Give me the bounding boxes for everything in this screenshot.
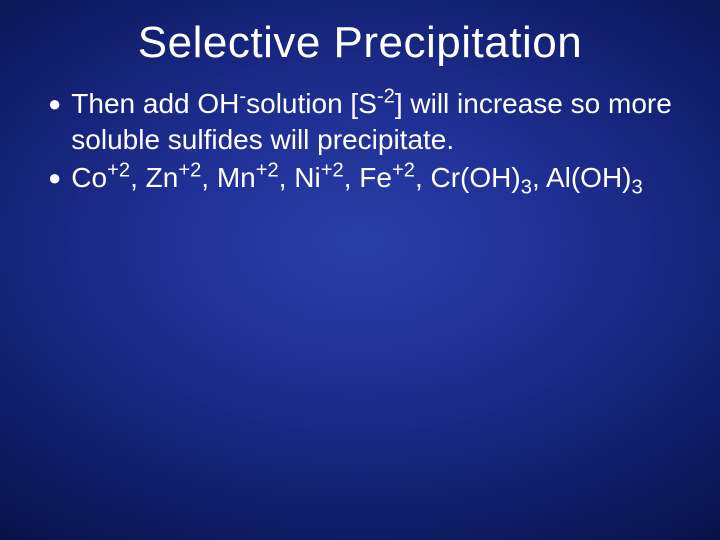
text-run: , Cr(OH) <box>415 162 521 193</box>
bullet-text: Co+2, Zn+2, Mn+2, Ni+2, Fe+2, Cr(OH)3, A… <box>71 160 642 196</box>
superscript: +2 <box>256 160 279 182</box>
subscript: 3 <box>521 177 532 199</box>
text-run: Co <box>71 162 107 193</box>
superscript: +2 <box>321 160 344 182</box>
bullet-item: ● Then add OH-solution [S-2] will increas… <box>48 86 678 158</box>
slide-body: ● Then add OH-solution [S-2] will increas… <box>42 86 678 196</box>
text-run: , Zn <box>130 162 178 193</box>
slide-title: Selective Precipitation <box>42 18 678 68</box>
text-run: , Al(OH) <box>532 162 632 193</box>
text-run: , Ni <box>279 162 321 193</box>
superscript: +2 <box>178 160 201 182</box>
bullet-item: ●Co+2, Zn+2, Mn+2, Ni+2, Fe+2, Cr(OH)3, … <box>48 160 678 196</box>
text-run: , Fe <box>344 162 392 193</box>
bullet-text: Then add OH-solution [S-2] will increase… <box>71 86 678 158</box>
subscript: 3 <box>632 177 643 199</box>
slide: Selective Precipitation ● Then add OH-sol… <box>0 0 720 540</box>
text-run: solution [S <box>246 88 377 119</box>
bullet-icon: ● <box>48 86 61 122</box>
text-run: Then add OH <box>71 88 239 119</box>
bullet-icon: ● <box>48 160 61 196</box>
superscript: +2 <box>107 160 130 182</box>
superscript: -2 <box>377 86 395 108</box>
text-run: , Mn <box>201 162 255 193</box>
superscript: +2 <box>392 160 415 182</box>
